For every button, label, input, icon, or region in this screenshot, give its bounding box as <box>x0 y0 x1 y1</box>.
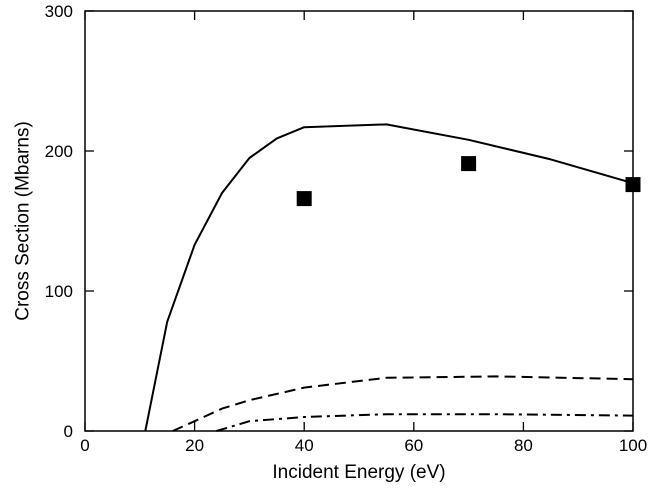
data-point-square <box>461 156 477 172</box>
x-axis-title: Incident Energy (eV) <box>272 462 445 483</box>
x-tick-label: 20 <box>185 436 204 455</box>
plot-frame <box>84 10 634 432</box>
series-line-dashed <box>172 375 634 432</box>
x-tick-label: 100 <box>619 436 647 455</box>
x-tick-label: 40 <box>295 436 314 455</box>
y-axis-title: Cross Section (Mbarns) <box>13 121 34 321</box>
data-point-square <box>296 191 312 207</box>
y-tick-label: 0 <box>64 422 73 441</box>
series-line-dashdot <box>216 413 634 432</box>
y-tick-label: 300 <box>45 2 73 21</box>
x-tick-label: 60 <box>404 436 423 455</box>
y-tick-label: 200 <box>45 142 73 161</box>
x-tick-label: 0 <box>80 436 89 455</box>
x-tick-label: 80 <box>514 436 533 455</box>
y-tick-label: 100 <box>45 282 73 301</box>
series-line-solid <box>144 123 634 432</box>
tick-layer: 0 20 40 60 80 100 0 100 200 300 <box>45 2 648 455</box>
series-layer <box>144 123 641 432</box>
